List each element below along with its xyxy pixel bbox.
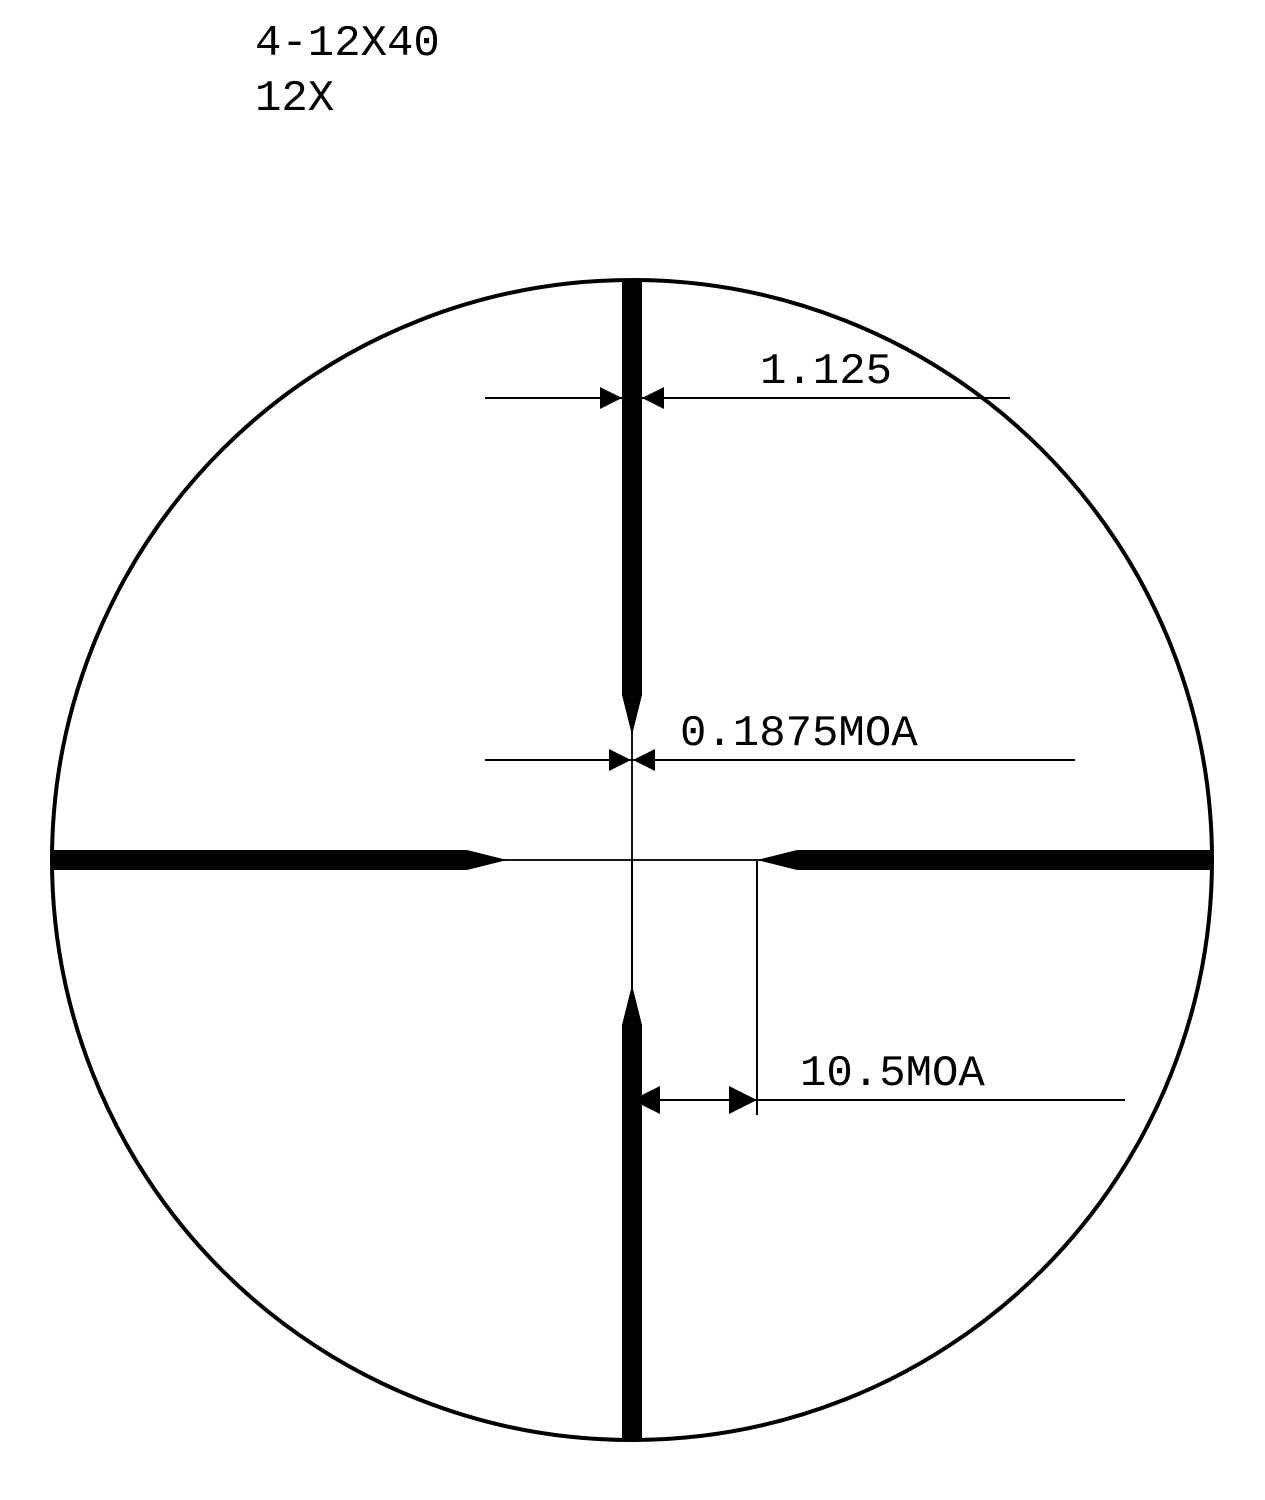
title-line-1: 4-12X40 [255, 19, 440, 69]
arrowhead-icon [600, 387, 622, 409]
arrowhead-icon [633, 749, 655, 771]
dim-label-thin-width: 0.1875MOA [680, 709, 918, 759]
arrowhead-icon [609, 749, 631, 771]
arrowhead-icon [729, 1086, 757, 1114]
arrowhead-icon [642, 387, 664, 409]
dim-label-gap: 10.5MOA [800, 1049, 985, 1099]
post-top [622, 275, 642, 735]
title-line-2: 12X [255, 74, 334, 124]
post-right [757, 850, 1217, 870]
dim-label-post-width: 1.125 [760, 347, 892, 397]
post-left [47, 850, 507, 870]
